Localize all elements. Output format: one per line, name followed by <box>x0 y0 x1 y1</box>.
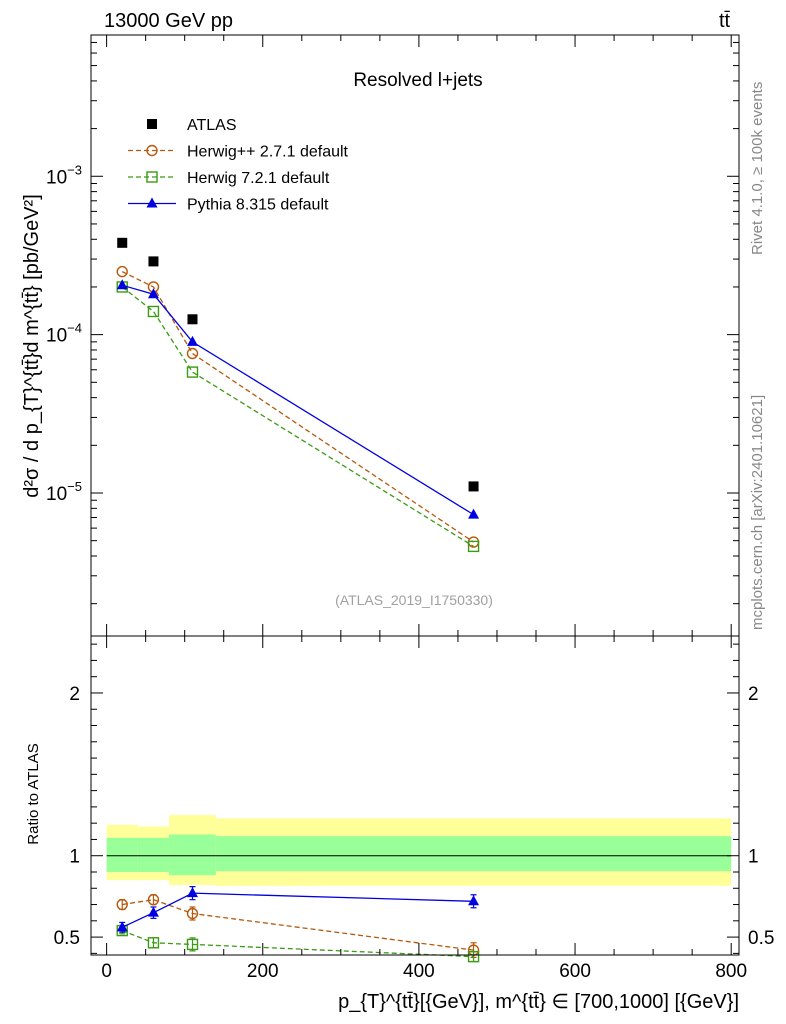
main-axes: 10−510−410−3 <box>46 34 740 637</box>
ratio-axes: 0.5 0.5 1 1 2 2 0 200 400 600 800 <box>54 635 774 982</box>
ratio-panel: 0.5 0.5 1 1 2 2 0 200 400 600 800 Ratio to ATLAS p… <box>25 635 774 1013</box>
ratio-series-herwigpp <box>116 893 480 959</box>
legend-marker-atlas <box>147 119 157 129</box>
legend-entry-herwigpp: Herwig++ 2.7.1 default <box>128 144 349 161</box>
ratio-y-tick-label-right: 2 <box>748 684 759 705</box>
ratio-point-pythia <box>147 906 159 917</box>
legend-label-pythia: Pythia 8.315 default <box>187 197 329 214</box>
point-atlas <box>468 481 479 492</box>
y-tick-label-base: 10 <box>46 484 67 505</box>
header-process: 13000 GeV pp <box>104 10 233 32</box>
point-herwig7 <box>147 305 160 318</box>
ratio-series-pythia <box>116 886 480 933</box>
legend-label-herwig7: Herwig 7.2.1 default <box>187 170 330 187</box>
legend-label-atlas: ATLAS <box>187 117 237 134</box>
legend-marker-herwigpp <box>146 144 158 157</box>
series-herwig7 <box>116 281 480 553</box>
mcplots-label: mcplots.cern.ch [arXiv:2401.10621] <box>749 395 766 630</box>
header-final-state: tt̄ <box>719 10 731 32</box>
rivet-version-label: Rivet 4.1.0, ≥ 100k events <box>749 82 766 255</box>
ratio-point-pythia <box>468 895 480 906</box>
x-tick-label: 200 <box>247 961 279 982</box>
point-atlas <box>117 237 128 248</box>
x-axis-label: p_{T}^{tt̄}[{GeV}], m^{tt̄} ∈ [700,1000]… <box>338 991 739 1013</box>
line-herwigpp <box>121 271 474 543</box>
ratio-line-herwig7 <box>121 929 474 958</box>
point-pythia <box>186 335 198 346</box>
uncertainty-band-inner <box>137 837 170 872</box>
y-tick-label-exponent: −5 <box>67 479 82 494</box>
point-atlas <box>187 314 198 325</box>
plot-title: Resolved l+jets <box>353 70 482 91</box>
ratio-line-herwigpp <box>122 898 474 951</box>
y-tick-label: 10−3 <box>46 162 82 188</box>
y-tick-label-base: 10 <box>46 326 67 347</box>
point-pythia <box>116 279 128 290</box>
legend-marker-pythia <box>146 197 158 208</box>
point-herwig7 <box>467 540 480 553</box>
legend-entry-herwig7: Herwig 7.2.1 default <box>128 170 330 187</box>
series-pythia <box>116 279 480 519</box>
point-pythia <box>468 508 480 519</box>
ratio-point-herwig7 <box>467 950 480 963</box>
y-tick-label: 10−4 <box>46 321 82 347</box>
ratio-point-herwigpp <box>116 898 128 911</box>
ratio-point-pythia <box>186 887 198 898</box>
x-tick-label: 400 <box>403 961 435 982</box>
uncertainty-band-inner <box>169 834 216 876</box>
point-atlas <box>148 256 159 267</box>
x-tick-label: 800 <box>715 961 747 982</box>
y-tick-label-exponent: −3 <box>67 162 82 177</box>
y-axis-label: d²σ / d p_{T}^{tt̄}d m^{tt̄} [pb/GeV²] <box>21 194 43 498</box>
uncertainty-band-inner <box>106 837 138 872</box>
ratio-y-tick-label-right: 1 <box>748 847 759 868</box>
ratio-y-tick-label-left: 0.5 <box>54 928 80 949</box>
ratio-y-tick-label-left: 1 <box>69 847 80 868</box>
point-herwigpp <box>116 265 128 278</box>
x-tick-label: 600 <box>559 961 591 982</box>
ratio-point-herwig7 <box>147 937 160 949</box>
ratio-y-tick-label-left: 2 <box>69 684 80 705</box>
y-tick-label-exponent: −4 <box>67 321 82 336</box>
point-herwigpp <box>186 347 199 360</box>
ratio-point-pythia <box>116 921 128 932</box>
legend-entry-atlas: ATLAS <box>147 117 237 134</box>
main-plot-marks <box>116 237 480 553</box>
line-pythia <box>122 284 474 516</box>
x-tick-label: 0 <box>101 961 112 982</box>
line-herwig7 <box>121 286 474 547</box>
ratio-plot-marks <box>106 815 732 963</box>
ratio-frame <box>90 635 740 956</box>
legend-marker-herwig7 <box>146 171 158 183</box>
ratio-y-tick-label-right: 0.5 <box>748 928 774 949</box>
legend-label-herwigpp: Herwig++ 2.7.1 default <box>187 144 349 161</box>
legend: ATLAS Herwig++ 2.7.1 default Herwig 7.2.1 … <box>128 117 349 214</box>
ratio-y-axis-label: Ratio to ATLAS <box>25 743 42 844</box>
y-tick-label-base: 10 <box>46 167 67 188</box>
ratio-point-herwig7 <box>186 938 199 951</box>
ratio-point-herwigpp <box>147 893 160 906</box>
main-panel: 10−510−410−3 Resolved l+jets (ATLAS_2019… <box>21 34 740 637</box>
legend-entry-pythia: Pythia 8.315 default <box>128 197 329 214</box>
y-tick-label: 10−5 <box>46 479 82 505</box>
point-pythia <box>147 288 159 299</box>
series-atlas <box>117 237 479 492</box>
uncertainty-band-inner <box>215 836 732 872</box>
ratio-point-herwigpp <box>186 907 199 920</box>
ratio-line-pythia <box>121 892 474 928</box>
analysis-id-label: (ATLAS_2019_I1750330) <box>335 592 493 608</box>
point-herwig7 <box>186 366 199 378</box>
